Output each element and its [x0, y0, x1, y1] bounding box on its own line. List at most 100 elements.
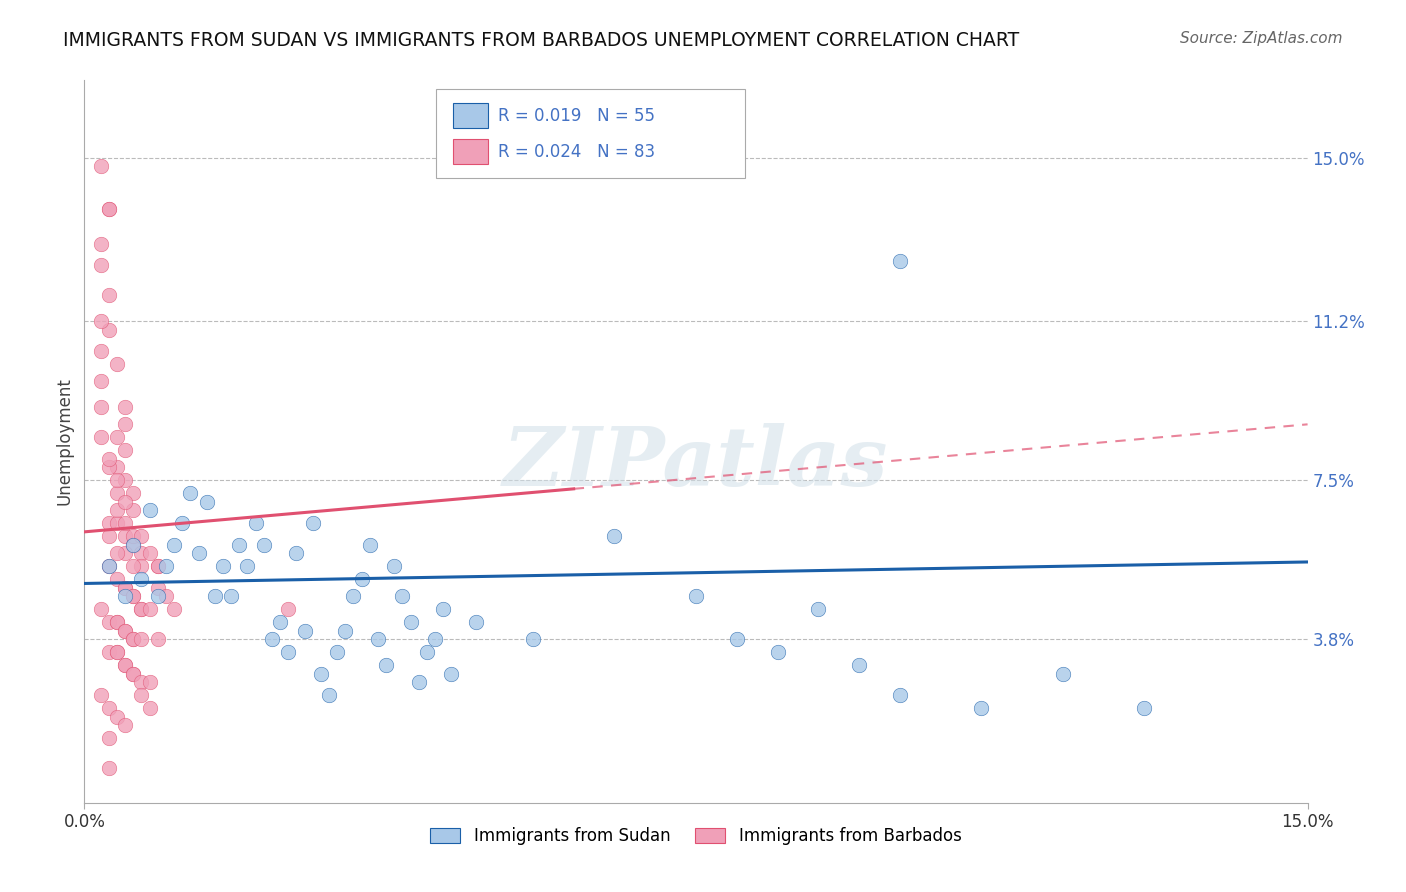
Point	[342, 590, 364, 604]
Point	[423, 632, 446, 647]
Point	[269, 615, 291, 630]
Point	[105, 357, 128, 371]
Point	[122, 538, 145, 552]
Point	[97, 451, 120, 466]
Point	[236, 559, 259, 574]
Point	[146, 581, 169, 595]
Point	[90, 375, 112, 389]
Text: Source: ZipAtlas.com: Source: ZipAtlas.com	[1180, 31, 1343, 46]
Point	[309, 666, 332, 681]
Point	[766, 645, 789, 659]
Point	[114, 658, 136, 673]
Point	[97, 516, 120, 531]
Point	[90, 430, 112, 444]
Point	[122, 590, 145, 604]
Point	[131, 546, 153, 560]
Point	[114, 624, 136, 638]
Point	[97, 615, 120, 630]
Point	[195, 494, 218, 508]
Point	[105, 645, 128, 659]
Point	[90, 688, 112, 702]
Point	[326, 645, 349, 659]
Text: IMMIGRANTS FROM SUDAN VS IMMIGRANTS FROM BARBADOS UNEMPLOYMENT CORRELATION CHART: IMMIGRANTS FROM SUDAN VS IMMIGRANTS FROM…	[63, 31, 1019, 50]
Point	[114, 417, 136, 432]
Point	[114, 516, 136, 531]
Point	[367, 632, 389, 647]
Point	[97, 288, 120, 302]
Point	[97, 645, 120, 659]
Point	[105, 503, 128, 517]
Point	[522, 632, 544, 647]
Point	[90, 344, 112, 359]
Point	[90, 159, 112, 173]
Point	[114, 581, 136, 595]
Point	[889, 254, 911, 268]
Point	[131, 675, 153, 690]
Point	[105, 615, 128, 630]
Point	[122, 559, 145, 574]
Point	[399, 615, 422, 630]
Point	[155, 590, 177, 604]
Text: R = 0.024   N = 83: R = 0.024 N = 83	[498, 143, 655, 161]
Point	[131, 572, 153, 586]
Point	[97, 701, 120, 715]
Point	[90, 236, 112, 251]
Point	[114, 658, 136, 673]
Point	[114, 494, 136, 508]
Point	[294, 624, 316, 638]
Point	[725, 632, 748, 647]
Point	[138, 546, 160, 560]
Point	[1052, 666, 1074, 681]
Point	[219, 590, 242, 604]
Text: ZIPatlas: ZIPatlas	[503, 423, 889, 503]
Point	[114, 473, 136, 487]
Point	[97, 202, 120, 217]
Point	[122, 590, 145, 604]
Point	[122, 486, 145, 500]
Point	[138, 503, 160, 517]
Point	[114, 624, 136, 638]
Point	[807, 602, 830, 616]
Point	[114, 443, 136, 458]
Point	[105, 546, 128, 560]
Point	[114, 581, 136, 595]
Point	[131, 559, 153, 574]
Point	[105, 645, 128, 659]
Point	[889, 688, 911, 702]
Point	[90, 400, 112, 414]
Point	[146, 559, 169, 574]
Point	[285, 546, 308, 560]
Point	[90, 258, 112, 272]
Point	[350, 572, 373, 586]
Text: R = 0.019   N = 55: R = 0.019 N = 55	[498, 107, 655, 125]
Point	[204, 590, 226, 604]
Point	[105, 516, 128, 531]
Point	[122, 666, 145, 681]
Point	[318, 688, 340, 702]
Point	[97, 460, 120, 475]
Point	[416, 645, 439, 659]
Point	[105, 486, 128, 500]
Point	[146, 632, 169, 647]
Point	[138, 675, 160, 690]
Point	[146, 559, 169, 574]
Point	[382, 559, 405, 574]
Point	[228, 538, 250, 552]
Point	[146, 590, 169, 604]
Point	[375, 658, 398, 673]
Point	[97, 761, 120, 775]
Point	[105, 473, 128, 487]
Point	[122, 538, 145, 552]
Point	[105, 572, 128, 586]
Point	[163, 602, 186, 616]
Point	[114, 529, 136, 543]
Point	[97, 559, 120, 574]
Point	[105, 430, 128, 444]
Point	[408, 675, 430, 690]
Point	[163, 538, 186, 552]
Point	[138, 602, 160, 616]
Point	[301, 516, 323, 531]
Point	[464, 615, 486, 630]
Point	[603, 529, 626, 543]
Point	[90, 314, 112, 328]
